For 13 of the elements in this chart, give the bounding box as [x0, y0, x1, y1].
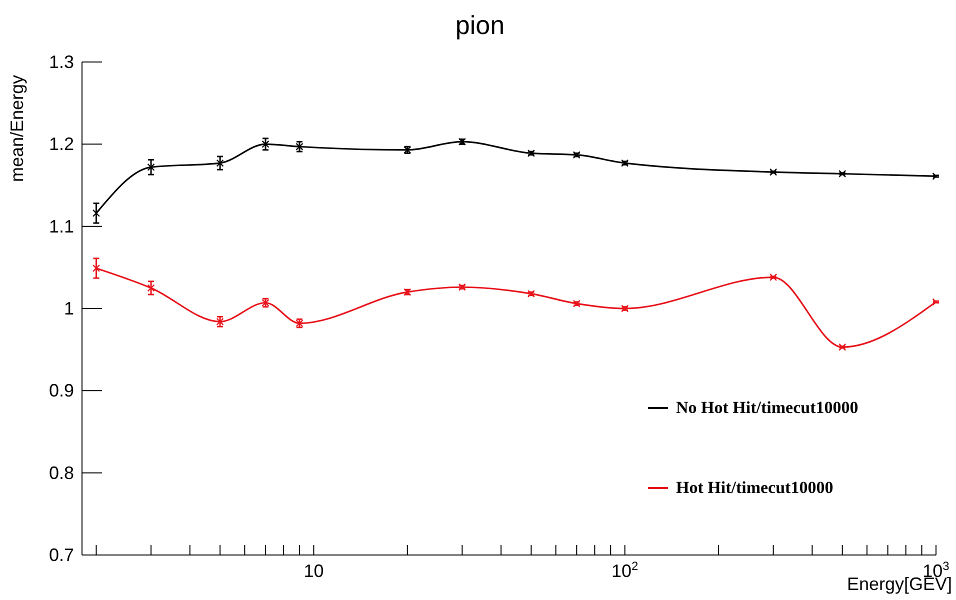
- chart-title: pion: [454, 10, 506, 41]
- y-tick-label: 0.8: [48, 462, 74, 483]
- y-tick-label: 1: [64, 298, 74, 318]
- x-tick-label: 10: [304, 561, 324, 581]
- y-tick-label: 1.3: [48, 52, 74, 72]
- legend-label: No Hot Hit/timecut10000: [676, 398, 858, 418]
- y-tick-label: 1.2: [48, 134, 74, 154]
- y-tick-label: 0.9: [48, 380, 74, 401]
- legend-label: Hot Hit/timecut10000: [676, 478, 834, 498]
- y-tick-label: 1.1: [48, 216, 74, 236]
- x-tick-label: 10$^{2}$: [612, 559, 639, 581]
- y-axis-title: mean/Energy: [8, 74, 28, 182]
- y-tick-label: 0.7: [48, 545, 74, 565]
